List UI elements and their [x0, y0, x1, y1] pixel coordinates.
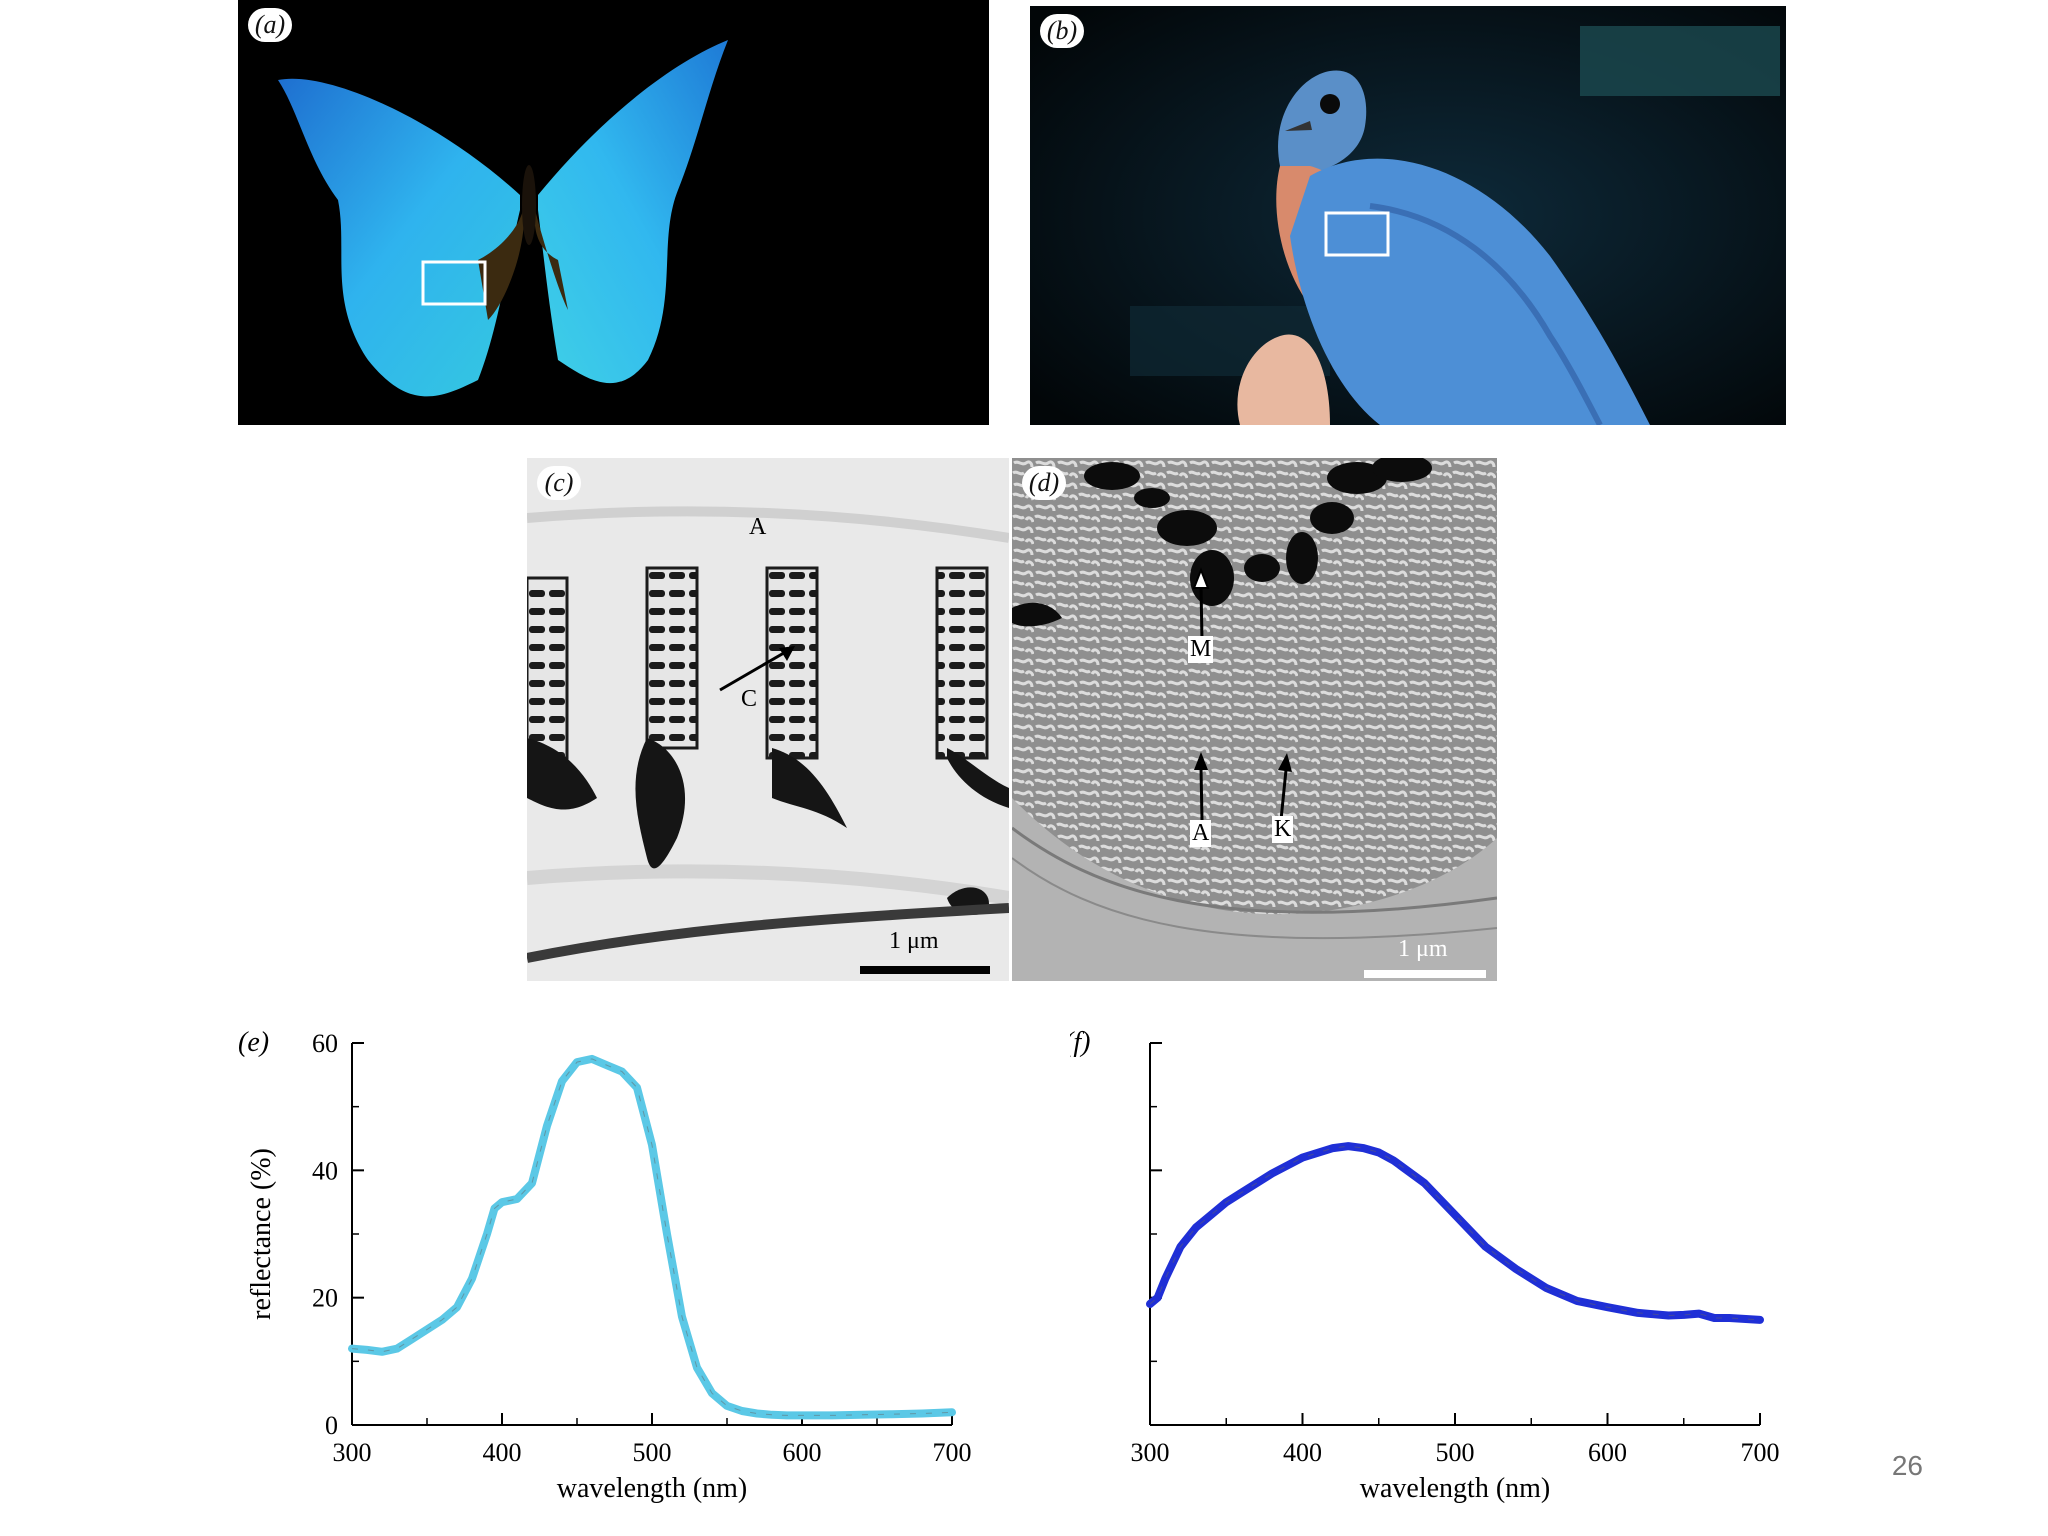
page-number: 26 [1891, 1450, 1923, 1481]
scale-bar [860, 966, 990, 974]
x-tick-label: 700 [1741, 1438, 1780, 1467]
panel-a-butterfly-photo: (a) [238, 0, 989, 425]
scale-bar [1364, 970, 1486, 978]
y-tick-label: 60 [312, 1029, 338, 1058]
keratin-matrix-image [1012, 458, 1497, 981]
reflectance-chart-f: 300 400 500 600 700 wavelength (nm) (f) [1070, 1027, 1780, 1504]
annotation-k: K [1272, 816, 1294, 843]
panel-label-d: (d) [1022, 466, 1066, 500]
series-line-errorband [351, 1058, 953, 1416]
x-axis-label: wavelength (nm) [557, 1473, 748, 1504]
annotation-m: M [1188, 636, 1214, 663]
x-tick-label: 700 [933, 1438, 972, 1467]
y-tick-label: 0 [325, 1411, 338, 1440]
chart-panel-label: (f) [1070, 1027, 1090, 1058]
x-tick-label: 400 [1283, 1438, 1322, 1467]
x-tick-label: 600 [1588, 1438, 1627, 1467]
scale-bar-label: 1 μm [889, 928, 939, 954]
annotation-a: A [1190, 820, 1212, 847]
series-line [1146, 1142, 1764, 1324]
panel-label-c: (c) [537, 466, 581, 500]
highlight-box [1324, 211, 1390, 257]
annotation-c: C [741, 686, 758, 712]
y-axis-label: reflectance (%) [246, 1148, 277, 1320]
panel-b-bird-photo: (b) [1030, 6, 1786, 425]
annotation-a: A [749, 514, 767, 540]
bird-illustration [1030, 6, 1786, 425]
x-tick-label: 600 [783, 1438, 822, 1467]
panel-c-micrograph: (c) A C 1 μm [527, 458, 1009, 981]
chart-panel-label: (e) [238, 1027, 269, 1058]
reflectance-chart-e: 300 400 500 600 700 0 20 40 60 wavelength (nm) ref… [238, 1027, 972, 1504]
series-line-errorband [1149, 1145, 1761, 1321]
butterfly-illustration [278, 40, 728, 397]
scale-bar-label: 1 μm [1398, 936, 1448, 962]
x-tick-label: 300 [333, 1438, 372, 1467]
panel-label-b: (b) [1040, 14, 1084, 48]
series-line [348, 1054, 956, 1420]
x-tick-label: 300 [1131, 1438, 1170, 1467]
scale-ridges-image [527, 458, 1009, 981]
highlight-box [421, 260, 487, 306]
panel-label-a: (a) [248, 8, 292, 42]
panel-d-micrograph: (d) M A K 1 μm [1012, 458, 1497, 981]
x-tick-label: 400 [483, 1438, 522, 1467]
x-tick-label: 500 [1436, 1438, 1475, 1467]
y-tick-label: 20 [312, 1284, 338, 1313]
y-tick-label: 40 [312, 1156, 338, 1185]
x-tick-label: 500 [633, 1438, 672, 1467]
x-axis-label: wavelength (nm) [1360, 1473, 1551, 1504]
